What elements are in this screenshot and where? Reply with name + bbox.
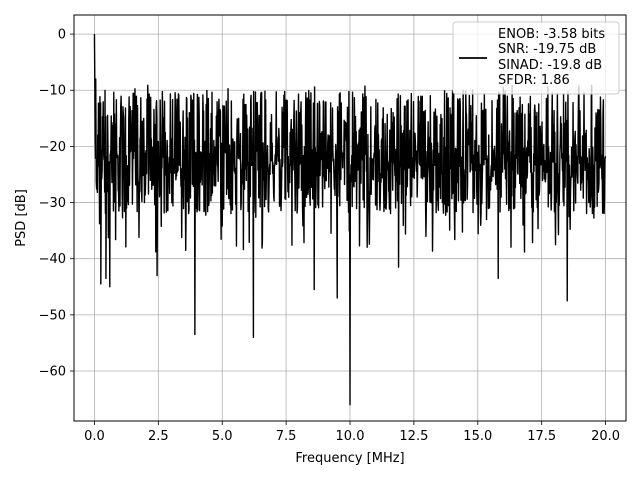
- legend: ENOB: -3.58 bits SNR: -19.75 dB SINAD: -…: [452, 21, 620, 95]
- y-tick-label: −30: [39, 196, 66, 211]
- x-tick-label: 12.5: [399, 429, 428, 444]
- x-axis-label: Frequency [MHz]: [295, 451, 404, 466]
- series-layer: [93, 34, 607, 406]
- legend-box: [452, 21, 620, 95]
- legend-snr: SNR: -19.75 dB: [498, 42, 596, 57]
- psd-series-line: [93, 34, 607, 406]
- ticks: 0.0 2.5 5.0 7.5 10.0 12.5 15.0 17.5 20.0 0 −10 −20 −…: [39, 28, 620, 444]
- legend-enob: ENOB: -3.58 bits: [498, 27, 605, 42]
- legend-sfdr: SFDR: 1.86: [498, 73, 570, 88]
- y-tick-label: −40: [39, 252, 66, 267]
- x-tick-label: 2.5: [148, 429, 169, 444]
- y-tick-label: 0: [58, 28, 66, 43]
- x-tick-label: 17.5: [527, 429, 556, 444]
- y-tick-label: −20: [39, 140, 66, 155]
- x-tick-label: 10.0: [336, 429, 365, 444]
- x-tick-label: 5.0: [212, 429, 233, 444]
- x-tick-label: 7.5: [276, 429, 297, 444]
- y-tick-label: −50: [39, 308, 66, 323]
- y-axis-label: PSD [dB]: [14, 189, 29, 247]
- x-tick-label: 15.0: [463, 429, 492, 444]
- x-tick-label: 20.0: [591, 429, 620, 444]
- y-tick-label: −60: [39, 365, 66, 380]
- legend-sinad: SINAD: -19.8 dB: [498, 58, 602, 73]
- x-tick-label: 0.0: [84, 429, 105, 444]
- y-tick-label: −10: [39, 84, 66, 99]
